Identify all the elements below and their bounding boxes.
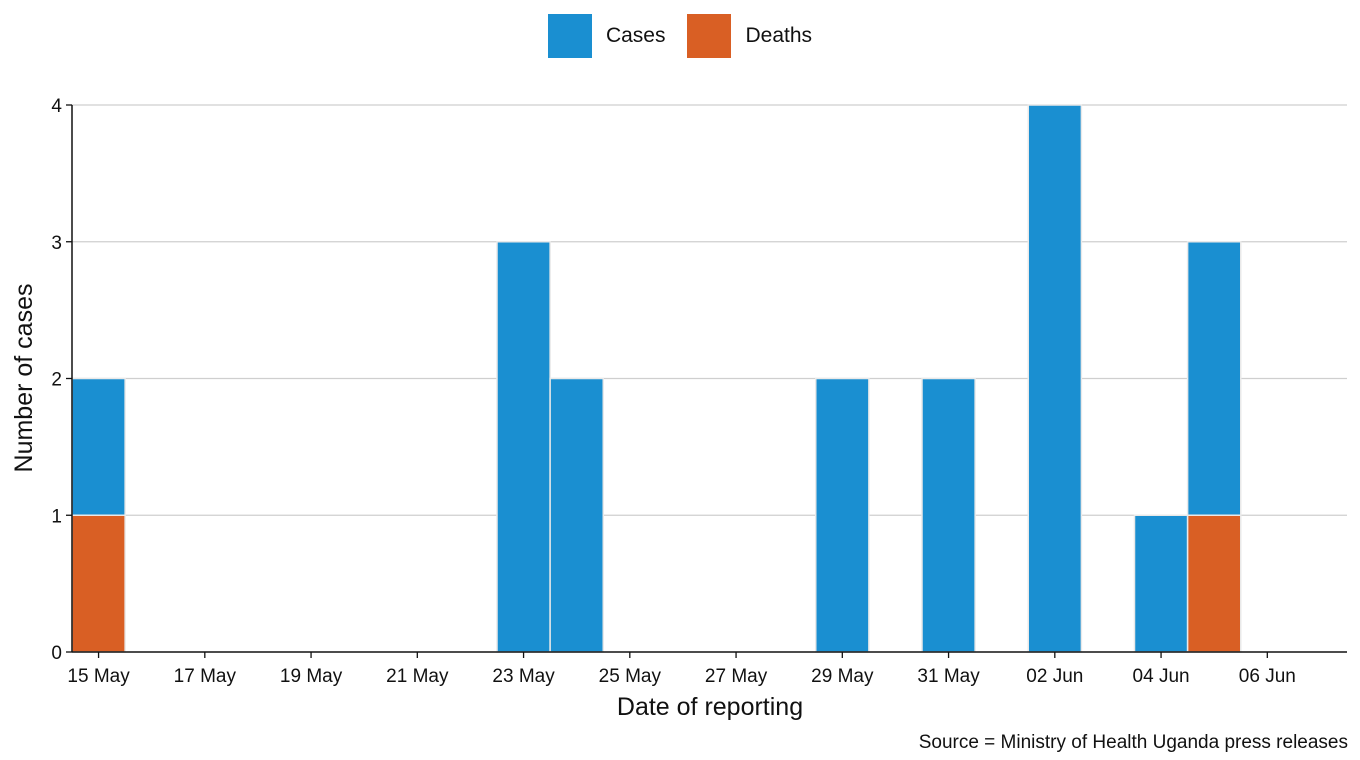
bar-deaths bbox=[1186, 514, 1242, 653]
source-note: Source = Ministry of Health Uganda press… bbox=[918, 732, 1348, 753]
x-tick-label: 27 May bbox=[705, 666, 768, 687]
x-tick-label: 21 May bbox=[386, 666, 449, 687]
bar-cases bbox=[1186, 241, 1242, 516]
x-tick-label: 19 May bbox=[280, 666, 343, 687]
x-tick-label: 29 May bbox=[811, 666, 874, 687]
y-tick-label: 4 bbox=[51, 96, 62, 117]
chart-legend: Cases Deaths bbox=[0, 14, 1360, 58]
bar-cases bbox=[71, 377, 126, 516]
x-tick-label: 06 Jun bbox=[1239, 666, 1296, 687]
legend-swatch-deaths bbox=[687, 14, 732, 58]
legend-label-cases: Cases bbox=[605, 24, 666, 47]
y-tick-label: 3 bbox=[51, 233, 62, 254]
bar-cases bbox=[1133, 514, 1189, 653]
bar-cases bbox=[496, 241, 551, 653]
x-tick-label: 25 May bbox=[599, 666, 662, 687]
bar-cases bbox=[1027, 104, 1083, 653]
bar-cases bbox=[921, 377, 976, 653]
legend-item-deaths: Deaths bbox=[687, 14, 812, 58]
bar-deaths bbox=[71, 514, 126, 653]
legend-item-cases: Cases bbox=[547, 14, 666, 58]
x-axis-title: Date of reporting bbox=[617, 693, 803, 721]
x-tick-label: 15 May bbox=[67, 666, 130, 687]
gridlines bbox=[72, 104, 1347, 516]
axes: 0 1 2 3 4 15 May 17 May 19 May 21 May 23 May 25 Ma… bbox=[51, 96, 1347, 687]
y-tick-label: 1 bbox=[51, 506, 62, 527]
legend-label-deaths: Deaths bbox=[745, 24, 813, 47]
x-tick-label: 04 Jun bbox=[1133, 666, 1190, 687]
y-axis-title: Number of cases bbox=[10, 284, 38, 473]
x-tick-label: 23 May bbox=[492, 666, 555, 687]
bar-cases bbox=[815, 377, 870, 653]
y-tick-label: 0 bbox=[51, 643, 62, 664]
y-tick-label: 2 bbox=[51, 370, 62, 391]
x-tick-label: 02 Jun bbox=[1026, 666, 1083, 687]
x-tick-label: 31 May bbox=[917, 666, 980, 687]
bars bbox=[71, 104, 1242, 653]
legend-swatch-cases bbox=[547, 14, 592, 58]
bar-cases bbox=[549, 377, 604, 653]
x-tick-label: 17 May bbox=[174, 666, 237, 687]
